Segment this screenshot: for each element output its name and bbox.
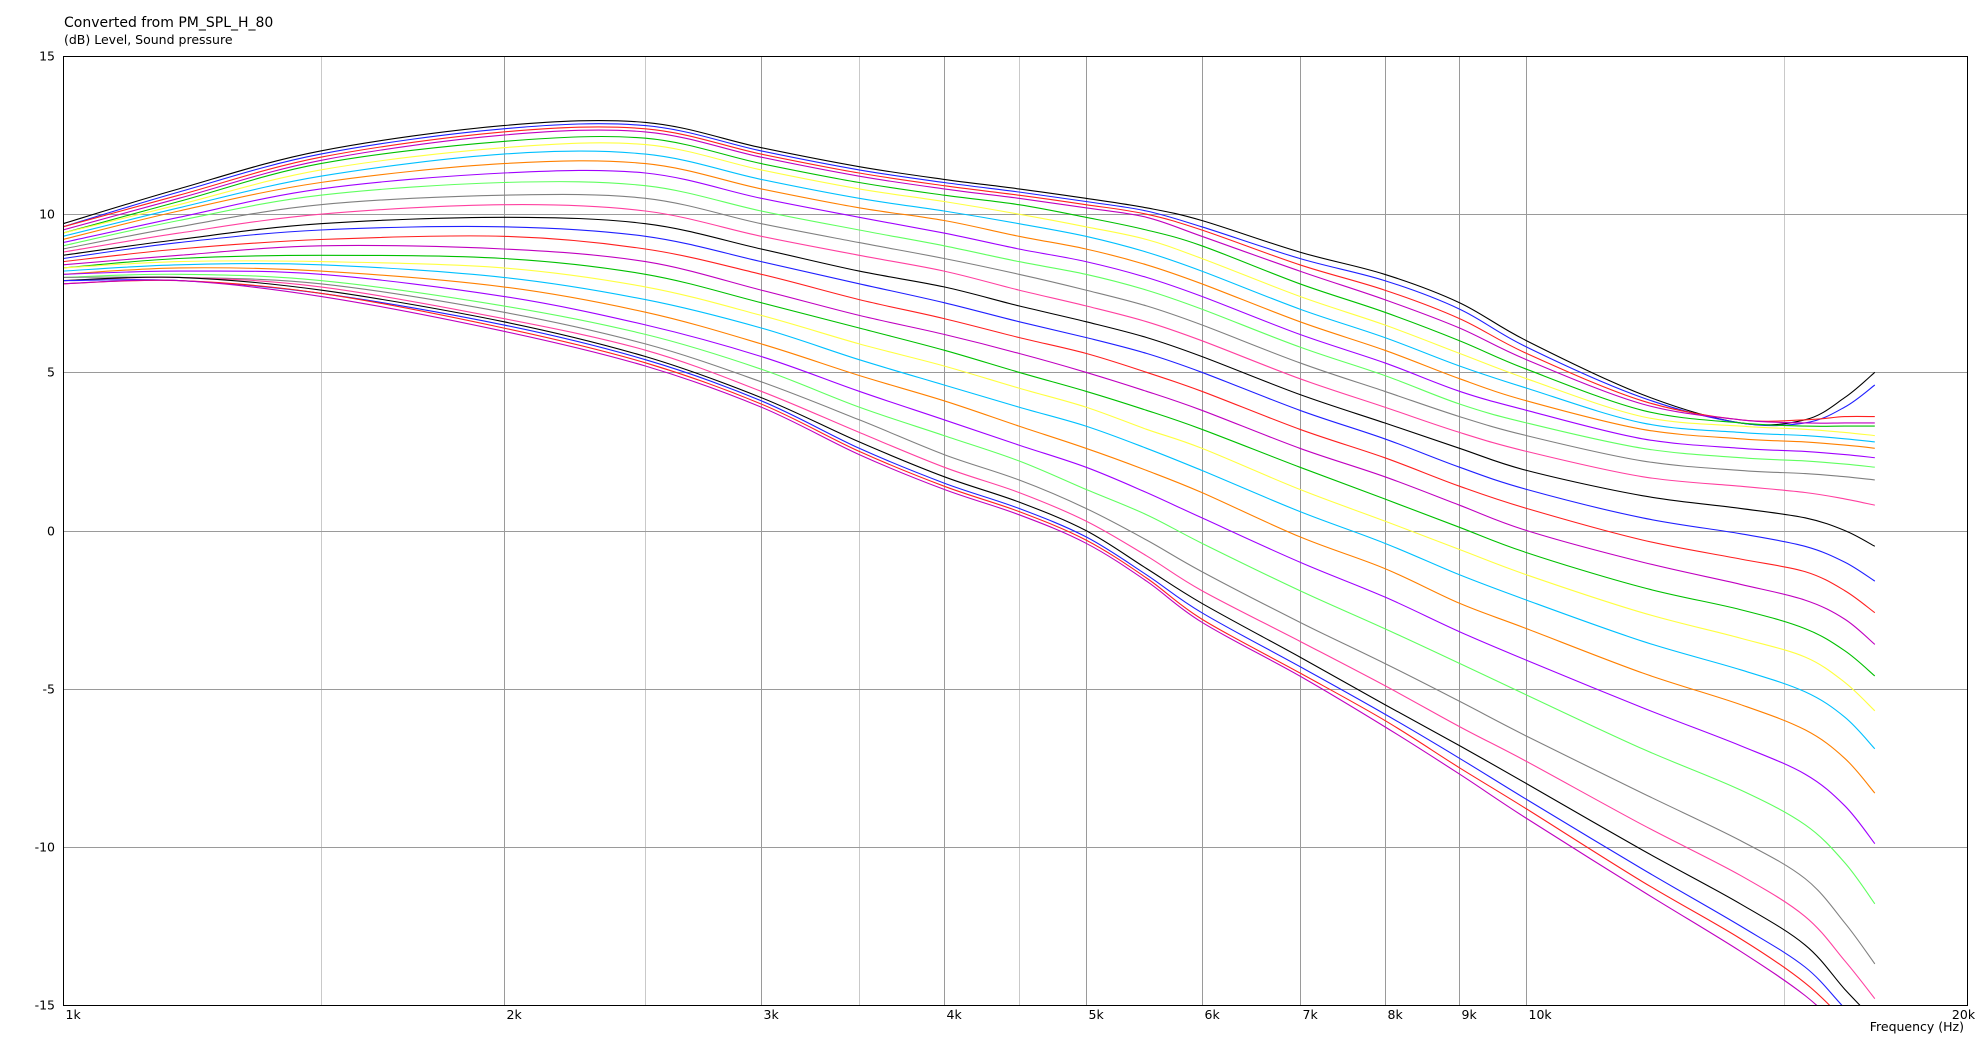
series-line <box>63 260 1876 712</box>
y-tick-label: 0 <box>47 524 55 539</box>
x-tick-label: 7k <box>1303 1007 1319 1022</box>
series-line <box>63 276 1876 1000</box>
plot-frame <box>63 56 1968 1006</box>
series-line <box>63 123 1876 427</box>
series-curves <box>63 119 1876 1005</box>
x-tick-labels: 1k 2k 3k 4k 5k 6k 7k 8k 9k 10k 20k <box>66 1007 1976 1022</box>
series-line <box>63 276 1876 965</box>
series-line <box>63 129 1875 424</box>
series-line <box>63 279 1843 1005</box>
series-line <box>63 135 1875 427</box>
series-line <box>63 270 1876 845</box>
x-tick-label: 5k <box>1089 1007 1105 1022</box>
y-tick-label: -5 <box>43 682 55 697</box>
series-line <box>63 119 1876 426</box>
plot-area <box>63 119 1876 1005</box>
series-line <box>63 244 1876 645</box>
x-tick-label: 4k <box>947 1007 963 1022</box>
y-tick-labels: 15 10 5 0 -5 -10 -15 <box>35 49 55 1013</box>
x-tick-label: 20k <box>1952 1007 1976 1022</box>
series-line <box>63 150 1875 443</box>
x-tick-label: 6k <box>1205 1007 1221 1022</box>
series-line <box>63 126 1875 422</box>
series-line <box>63 142 1875 437</box>
series-line <box>63 235 1876 614</box>
y-tick-label: -15 <box>35 998 55 1013</box>
y-tick-label: 5 <box>47 365 55 380</box>
y-axis-label: (dB) Level, Sound pressure <box>64 32 233 47</box>
y-tick-label: 15 <box>39 49 55 64</box>
x-tick-label: 2k <box>507 1007 523 1022</box>
x-axis-label: Frequency (Hz) <box>1870 1019 1964 1034</box>
series-line <box>63 273 1876 905</box>
y-tick-label: 10 <box>39 207 55 222</box>
series-line <box>63 263 1876 750</box>
x-tick-label: 3k <box>764 1007 780 1022</box>
series-line <box>63 279 1831 1005</box>
y-tick-label: -10 <box>35 840 55 855</box>
series-line <box>63 204 1875 506</box>
chart-title: Converted from PM_SPL_H_80 <box>64 15 273 31</box>
series-line <box>63 254 1876 677</box>
x-tick-label: 9k <box>1462 1007 1478 1022</box>
x-tick-label: 1k <box>66 1007 82 1022</box>
series-line <box>63 193 1875 481</box>
series-line <box>63 160 1875 449</box>
series-line <box>63 181 1875 468</box>
series-line <box>63 225 1876 582</box>
x-tick-label: 10k <box>1529 1007 1553 1022</box>
series-line <box>63 169 1875 459</box>
series-line <box>63 216 1876 547</box>
x-tick-label: 8k <box>1388 1007 1404 1022</box>
series-line <box>63 267 1876 794</box>
series-line <box>63 276 1861 1005</box>
series-line <box>63 279 1818 1005</box>
